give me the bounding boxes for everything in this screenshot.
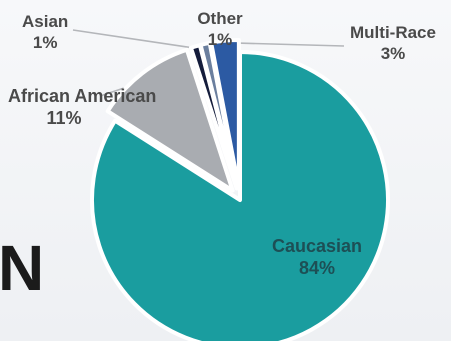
label-asian-name: Asian — [22, 12, 69, 31]
pie-slice-multi-race — [209, 38, 241, 191]
label-caucasian-name: Caucasian — [271, 236, 363, 256]
slide-title-fragment: N — [0, 232, 45, 304]
label-african-american-name: African American — [8, 86, 157, 106]
pie-slice-african-american — [105, 47, 235, 193]
label-multi-race-percent: 3% — [380, 43, 406, 63]
label-african-american: African American 11% — [8, 86, 157, 130]
label-asian-percent: 1% — [32, 32, 58, 52]
label-asian: Asian 1% — [22, 12, 68, 53]
pie-slice-caucasian — [90, 50, 390, 341]
label-multi-race: Multi-Race 3% — [337, 23, 449, 64]
label-african-american-percent: 11% — [46, 107, 82, 128]
label-other-name: Other — [197, 9, 243, 28]
label-other-percent: 1% — [207, 29, 233, 49]
label-other: Other 1% — [183, 9, 257, 50]
label-caucasian: Caucasian 84% — [255, 236, 379, 280]
label-multi-race-name: Multi-Race — [350, 23, 436, 42]
pie-slices — [90, 38, 390, 341]
leader-line-asian — [72, 29, 197, 50]
label-caucasian-percent: 84% — [298, 257, 336, 278]
leader-line-multi-race — [225, 41, 345, 47]
